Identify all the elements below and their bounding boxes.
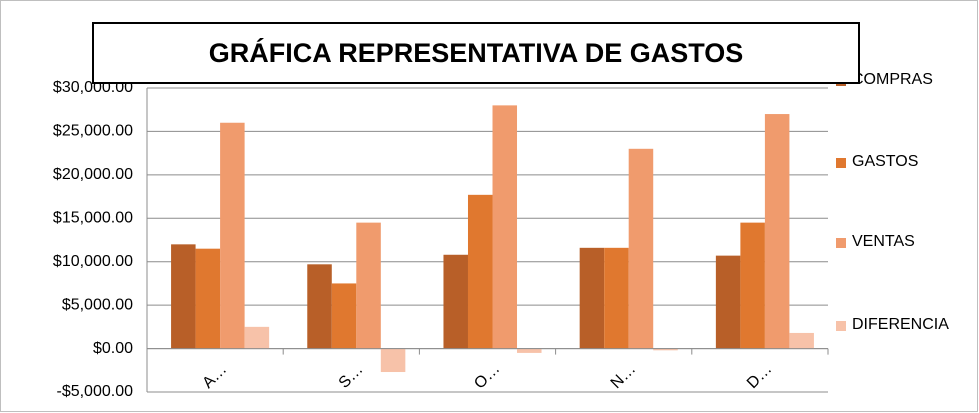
y-tick-label: $0.00 [93, 340, 133, 357]
legend-label: VENTAS [852, 233, 915, 250]
y-tick-label: -$5,000.00 [56, 383, 133, 400]
legend-marker [836, 158, 846, 168]
chart-title: GRÁFICA REPRESENTATIVA DE GASTOS [92, 22, 860, 84]
bar [331, 283, 357, 349]
bar [764, 114, 790, 349]
y-tick-label: $25,000.00 [53, 123, 133, 140]
bar [517, 348, 542, 353]
bar [604, 247, 629, 349]
bar [740, 222, 765, 349]
bar [492, 105, 518, 349]
bar [653, 348, 678, 351]
bar [171, 244, 196, 349]
y-tick-label: $15,000.00 [53, 210, 133, 227]
bar [579, 247, 605, 349]
y-tick-label: $10,000.00 [53, 253, 133, 270]
bar [789, 332, 814, 349]
bar [244, 326, 270, 349]
legend-label: DIFERENCIA [852, 316, 949, 333]
bar [380, 348, 406, 373]
bar [443, 254, 468, 349]
legend-marker [836, 238, 846, 248]
bar [628, 148, 654, 349]
y-tick-label: $5,000.00 [62, 296, 133, 313]
y-tick-label: $20,000.00 [53, 166, 133, 183]
bar [715, 255, 741, 349]
legend-label: GASTOS [852, 153, 919, 170]
bar [307, 264, 332, 349]
legend-label: COMPRAS [852, 71, 933, 88]
bar [356, 222, 381, 349]
legend-marker [836, 321, 846, 331]
bar [220, 122, 245, 349]
bar [467, 194, 493, 349]
bar [195, 248, 221, 349]
